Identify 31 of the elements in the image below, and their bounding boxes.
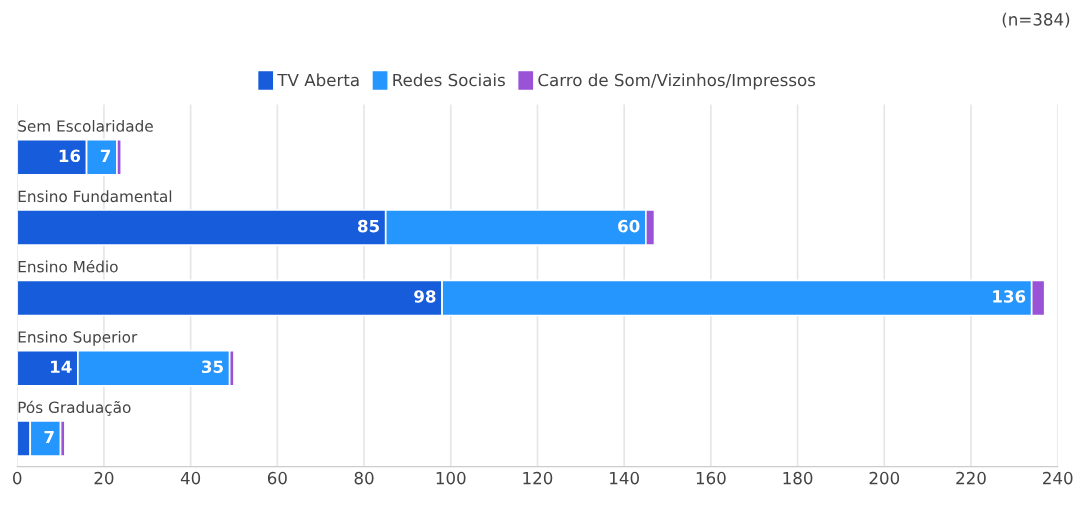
x-tick-label: 180: [783, 471, 813, 485]
x-tick-label: 0: [13, 471, 22, 485]
data-label: 16: [59, 149, 81, 163]
x-tick-label: 120: [523, 471, 553, 485]
x-tick-label: 140: [610, 471, 639, 485]
y-tick-label: Ensino Médio: [18, 260, 118, 273]
data-label: 7: [44, 430, 54, 444]
data-label: 98: [414, 290, 436, 303]
x-tick-label: 80: [354, 471, 374, 485]
x-tick-label: 160: [696, 471, 726, 485]
data-label: 14: [51, 360, 72, 373]
legend-label: Redes Sociais: [393, 73, 505, 87]
x-tick-label: 20: [94, 471, 114, 485]
y-tick-label: Pós Graduação: [18, 400, 131, 416]
y-tick-label: Ensino Superior: [18, 330, 138, 346]
text: (n=384): [1002, 12, 1070, 28]
x-tick-label: 240: [1043, 471, 1073, 485]
x-tick-label: 60: [267, 471, 287, 485]
x-tick-label: 100: [436, 471, 466, 485]
x-tick-label: 220: [956, 471, 986, 485]
x-tick-label: 200: [869, 471, 900, 485]
legend-label: TV Aberta: [277, 73, 359, 87]
data-label: 60: [618, 219, 640, 233]
y-tick-label: Sem Escolaridade: [18, 120, 153, 132]
data-label: 136: [993, 290, 1026, 303]
data-label: 7: [100, 149, 111, 162]
y-tick-label: Ensino Fundamental: [18, 190, 172, 203]
x-tick-label: 40: [180, 471, 201, 485]
legend-label: Carro de Som/Vizinhos/Impressos: [538, 73, 816, 90]
data-label: 35: [202, 360, 223, 374]
data-label: 85: [357, 219, 379, 233]
